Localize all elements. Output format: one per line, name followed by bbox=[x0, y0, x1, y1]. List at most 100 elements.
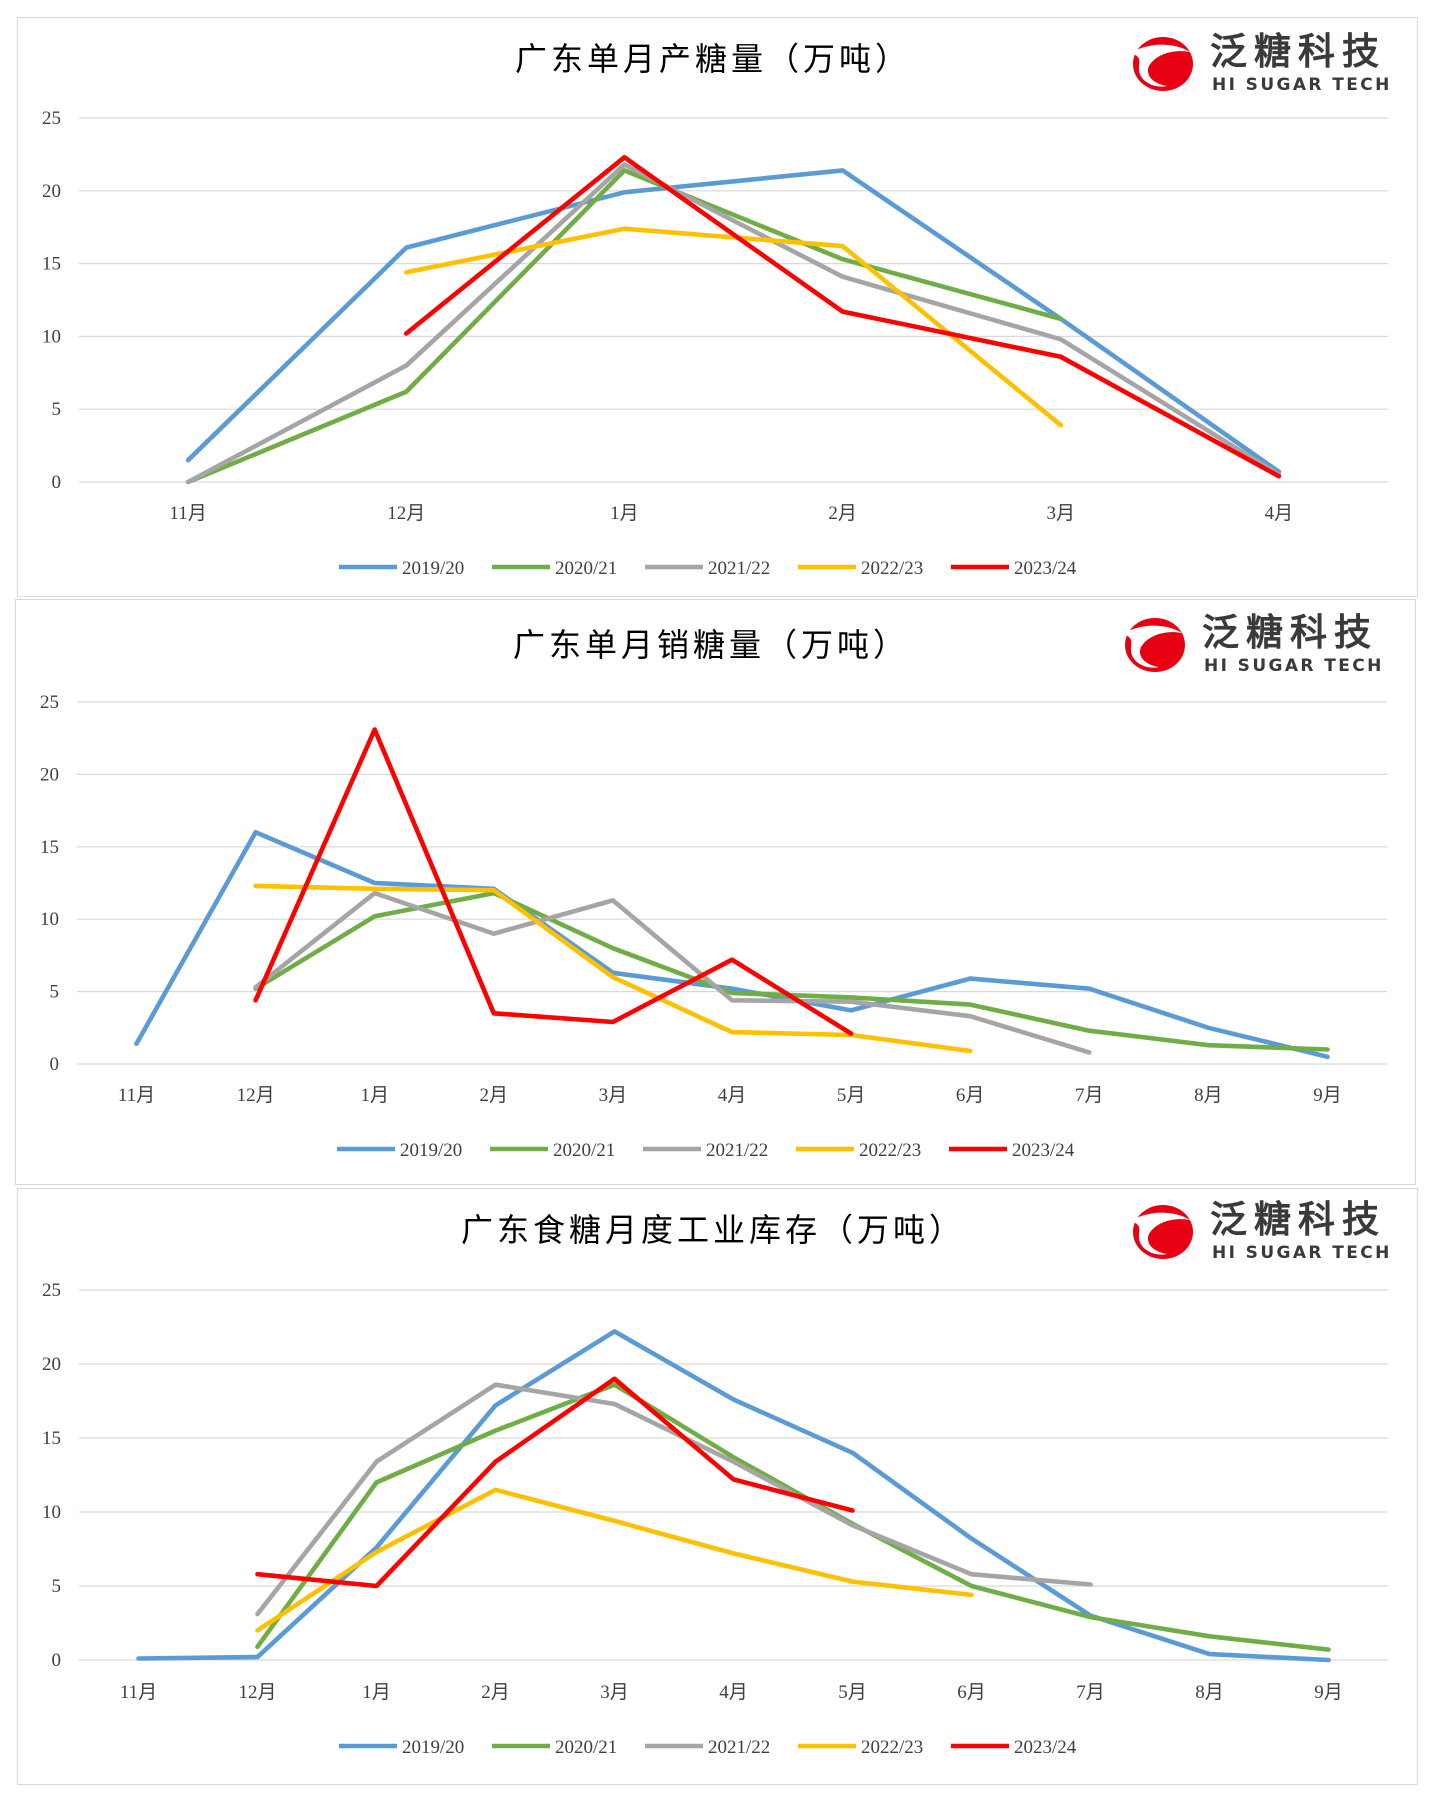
y-tick-label: 10 bbox=[42, 326, 61, 347]
legend-item: 2023/24 bbox=[949, 1140, 1075, 1161]
legend-item: 2023/24 bbox=[951, 1737, 1077, 1758]
x-tick-label: 2月 bbox=[481, 1682, 510, 1703]
y-tick-label: 0 bbox=[50, 1054, 60, 1075]
legend-label: 2022/23 bbox=[861, 1737, 923, 1758]
x-tick-label: 1月 bbox=[360, 1085, 389, 1106]
chart-title: 广东单月产糖量（万吨） bbox=[515, 41, 911, 77]
y-tick-label: 0 bbox=[52, 472, 62, 493]
x-tick-label: 5月 bbox=[838, 1682, 867, 1703]
legend-item: 2020/21 bbox=[492, 1737, 617, 1758]
legend-label: 2019/20 bbox=[402, 1737, 464, 1758]
logo-swoosh-icon bbox=[1131, 1205, 1193, 1259]
y-tick-label: 25 bbox=[40, 692, 59, 713]
x-tick-label: 3月 bbox=[599, 1085, 628, 1106]
x-tick-label: 4月 bbox=[719, 1682, 748, 1703]
x-tick-label: 6月 bbox=[956, 1085, 985, 1106]
y-tick-label: 25 bbox=[42, 108, 61, 129]
y-tick-label: 15 bbox=[42, 254, 61, 275]
y-tick-label: 10 bbox=[40, 909, 59, 930]
inventory-line-chart: 广东食糖月度工业库存（万吨） 0 5 10 15 20 25 11月 12月 1月 2月 3月 4月 5月… bbox=[42, 1212, 1388, 1758]
y-tick-label: 15 bbox=[40, 837, 59, 858]
x-tick-label: 12月 bbox=[238, 1682, 276, 1703]
series-line-2020-21 bbox=[185, 168, 1064, 485]
logo-name-en: HI SUGAR TECH bbox=[1212, 1243, 1392, 1263]
legend-label: 2021/22 bbox=[706, 1140, 768, 1161]
y-tick-label: 20 bbox=[42, 1354, 61, 1375]
sales-line-chart: 广东单月销糖量（万吨） 0 5 10 15 20 25 11月 12月 1月 2月 3月 4月 5月 6月 7… bbox=[40, 627, 1387, 1161]
series-line-2021-22 bbox=[185, 162, 1282, 485]
y-tick-label: 20 bbox=[42, 181, 61, 202]
legend-item: 2022/23 bbox=[798, 558, 923, 579]
chart-title: 广东单月销糖量（万吨） bbox=[513, 627, 909, 663]
x-tick-label: 12月 bbox=[387, 503, 425, 524]
series-line-2021-22 bbox=[253, 890, 1092, 1055]
brand-logo: 泛糖科技 HI SUGAR TECH bbox=[1122, 612, 1400, 678]
x-tick-label: 8月 bbox=[1194, 1085, 1223, 1106]
series-line-2023-24 bbox=[403, 155, 1282, 479]
logo-swoosh-icon bbox=[1123, 618, 1185, 672]
legend-item: 2019/20 bbox=[337, 1140, 462, 1161]
x-tick-label: 3月 bbox=[1046, 503, 1075, 524]
x-tick-label: 4月 bbox=[718, 1085, 747, 1106]
series-line-2022-23 bbox=[253, 883, 973, 1054]
y-tick-label: 25 bbox=[42, 1280, 61, 1301]
legend-label: 2021/22 bbox=[708, 1737, 770, 1758]
legend-label: 2021/22 bbox=[708, 558, 770, 579]
x-tick-label: 11月 bbox=[169, 503, 206, 524]
logo-swoosh-icon bbox=[1131, 37, 1193, 91]
legend-label: 2023/24 bbox=[1014, 1737, 1077, 1758]
legend-item: 2022/23 bbox=[798, 1737, 923, 1758]
x-tick-label: 3月 bbox=[600, 1682, 629, 1703]
legend-item: 2021/22 bbox=[645, 558, 770, 579]
sales-chart-panel: 广东单月销糖量（万吨） 0 5 10 15 20 25 11月 12月 1月 2月 3月 4月 5月 6月 7… bbox=[15, 599, 1416, 1185]
legend-item: 2021/22 bbox=[645, 1737, 770, 1758]
series-line-2019-20 bbox=[136, 1329, 1331, 1663]
series-line-2023-24 bbox=[255, 1376, 855, 1589]
y-tick-label: 15 bbox=[42, 1428, 61, 1449]
x-tick-label: 11月 bbox=[118, 1085, 155, 1106]
x-tick-label: 11月 bbox=[120, 1682, 157, 1703]
x-tick-label: 1月 bbox=[362, 1682, 391, 1703]
legend-label: 2020/21 bbox=[555, 1737, 617, 1758]
production-line-chart: 广东单月产糖量（万吨） 0 5 10 15 20 25 11月 12月 1月 2月 3月 4月 2019/… bbox=[42, 41, 1388, 579]
x-tick-label: 2月 bbox=[828, 503, 857, 524]
x-tick-label: 8月 bbox=[1195, 1682, 1224, 1703]
x-tick-label: 9月 bbox=[1313, 1085, 1342, 1106]
legend-label: 2019/20 bbox=[400, 1140, 462, 1161]
x-tick-label: 9月 bbox=[1314, 1682, 1343, 1703]
x-tick-label: 1月 bbox=[610, 503, 639, 524]
legend-label: 2023/24 bbox=[1012, 1140, 1075, 1161]
legend-label: 2020/21 bbox=[555, 558, 617, 579]
brand-logo: 泛糖科技 HI SUGAR TECH bbox=[1130, 31, 1408, 97]
chart-title: 广东食糖月度工业库存（万吨） bbox=[461, 1212, 965, 1248]
y-tick-label: 5 bbox=[50, 982, 60, 1003]
logo-name-cn: 泛糖科技 bbox=[1210, 1198, 1386, 1241]
legend-label: 2019/20 bbox=[402, 558, 464, 579]
legend-label: 2022/23 bbox=[859, 1140, 921, 1161]
series-line-2020-21 bbox=[253, 890, 1330, 1052]
y-tick-label: 10 bbox=[42, 1502, 61, 1523]
y-tick-label: 5 bbox=[52, 399, 62, 420]
logo-name-cn: 泛糖科技 bbox=[1210, 30, 1386, 73]
legend-item: 2020/21 bbox=[492, 558, 617, 579]
legend-item: 2019/20 bbox=[339, 1737, 464, 1758]
x-tick-label: 7月 bbox=[1075, 1085, 1104, 1106]
x-tick-label: 2月 bbox=[480, 1085, 509, 1106]
series-line-2020-21 bbox=[255, 1382, 1331, 1652]
y-tick-label: 20 bbox=[40, 764, 59, 785]
x-tick-label: 4月 bbox=[1265, 503, 1294, 524]
legend-label: 2023/24 bbox=[1014, 558, 1077, 579]
legend-item: 2023/24 bbox=[951, 558, 1077, 579]
x-tick-label: 5月 bbox=[837, 1085, 866, 1106]
logo-name-en: HI SUGAR TECH bbox=[1212, 75, 1392, 95]
series-line-2023-24 bbox=[253, 727, 854, 1036]
series-line-2022-23 bbox=[403, 226, 1064, 428]
series-line-2022-23 bbox=[255, 1487, 974, 1633]
legend-label: 2022/23 bbox=[861, 558, 923, 579]
production-chart-panel: 广东单月产糖量（万吨） 0 5 10 15 20 25 11月 12月 1月 2月 3月 4月 2019/… bbox=[17, 17, 1418, 597]
series-line-2019-20 bbox=[185, 168, 1282, 475]
legend-item: 2022/23 bbox=[796, 1140, 921, 1161]
legend-item: 2021/22 bbox=[643, 1140, 768, 1161]
x-tick-label: 7月 bbox=[1076, 1682, 1105, 1703]
y-tick-label: 5 bbox=[52, 1576, 62, 1597]
